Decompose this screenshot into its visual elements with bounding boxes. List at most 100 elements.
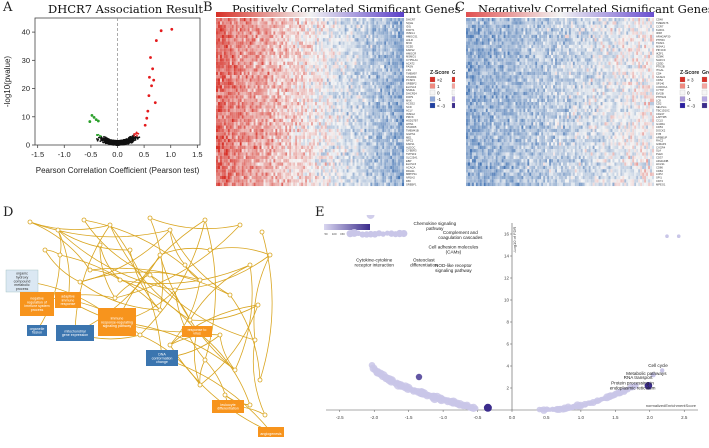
heatmap-cell [255, 31, 258, 35]
heatmap-cell [396, 122, 399, 126]
heatmap-cell [305, 152, 308, 156]
heatmap-cell [312, 95, 315, 99]
heatmap-cell [332, 34, 335, 39]
heatmap-cell [382, 138, 385, 143]
heatmap-cell [251, 115, 254, 119]
heatmap-cell [233, 75, 236, 79]
heatmap-cell [380, 105, 383, 109]
heatmap-cell [259, 54, 262, 59]
heatmap-cell [283, 122, 286, 126]
heatmap-cell [301, 128, 304, 133]
heatmap-cell [356, 41, 359, 45]
heatmap-cell [402, 112, 405, 116]
heatmap-cell [318, 54, 321, 59]
heatmap-cell [255, 108, 258, 113]
heatmap-cell [386, 78, 389, 82]
heatmap-cell [237, 81, 240, 86]
heatmap-cell [267, 18, 270, 22]
heatmap-cell [251, 28, 254, 32]
heatmap-cell [249, 28, 252, 32]
heatmap-cell [328, 51, 331, 56]
heatmap-cell [303, 38, 306, 42]
heatmap-cell [398, 48, 401, 52]
heatmap-cell [263, 24, 266, 29]
heatmap-cell [301, 155, 304, 160]
heatmap-cell [338, 71, 341, 76]
heatmap-cell [390, 88, 393, 92]
heatmap-cell [301, 24, 304, 29]
volcano-xtick-label: 0.0 [112, 150, 122, 159]
heatmap-cell [340, 28, 343, 32]
heatmap-cell [348, 65, 351, 69]
heatmap-cell [235, 48, 238, 52]
heatmap-cell [275, 81, 278, 86]
heatmap-cell [219, 81, 222, 86]
heatmap-cell [257, 149, 260, 153]
heatmap-cell [334, 34, 337, 39]
heatmap-cell [378, 125, 381, 129]
heatmap-cell [247, 128, 250, 133]
heatmap-cell [285, 108, 288, 113]
heatmap-cell [239, 61, 242, 66]
heatmap-cell [235, 115, 238, 119]
heatmap-cell [318, 132, 321, 136]
heatmap-cell [293, 31, 296, 35]
heatmap-cell [388, 61, 391, 66]
heatmap-cell [346, 91, 349, 96]
heatmap-cell [269, 91, 272, 96]
heatmap-cell [328, 68, 331, 72]
heatmap-cell [398, 145, 401, 150]
heatmap-cell [346, 61, 349, 66]
heatmap-cell [261, 118, 264, 123]
heatmap-cell [293, 68, 296, 72]
heatmap-cell [332, 142, 335, 146]
heatmap-cell [279, 132, 282, 136]
heatmap-cell [368, 88, 371, 92]
heatmap-cell [251, 149, 254, 153]
heatmap-cell [281, 152, 284, 156]
heatmap-cell [287, 125, 290, 129]
heatmap-cell [364, 145, 367, 150]
heatmap-cell [219, 68, 222, 72]
heatmap-cell [305, 31, 308, 35]
heatmap-cell [314, 78, 317, 82]
heatmap-cell [324, 21, 327, 25]
heatmap-cell [227, 105, 230, 109]
heatmap-cell [305, 135, 308, 140]
heatmap-cell [223, 118, 226, 123]
heatmap-cell [336, 28, 339, 32]
heatmap-cell [293, 102, 296, 106]
heatmap-cell [396, 138, 399, 143]
heatmap-cell [271, 21, 274, 25]
heatmap-cell [287, 155, 290, 160]
heatmap-cell [384, 135, 387, 140]
heatmap-cell [358, 38, 361, 42]
heatmap-cell [299, 58, 302, 62]
heatmap-cell [233, 115, 236, 119]
heatmap-cell [340, 135, 343, 140]
heatmap-cell [249, 135, 252, 140]
heatmap-cell [334, 108, 337, 113]
heatmap-cell [219, 48, 222, 52]
volcano-highlight-neg [88, 120, 92, 123]
heatmap-cell [400, 21, 403, 25]
heatmap-cell [392, 142, 395, 146]
heatmap-cell [307, 44, 310, 49]
heatmap-cell [394, 65, 397, 69]
heatmap-cell [231, 51, 234, 56]
heatmap-cell [227, 68, 230, 72]
heatmap-cell [269, 34, 272, 39]
volcano-highlight-pos [170, 27, 174, 31]
heatmap-cell [225, 91, 228, 96]
heatmap-cell [312, 135, 315, 140]
heatmap-cell [281, 98, 284, 103]
heatmap-cell [271, 75, 274, 79]
heatmap-cell [221, 88, 224, 92]
heatmap-cell [257, 152, 260, 156]
heatmap-cell [227, 102, 230, 106]
heatmap-cell [253, 18, 256, 22]
heatmap-cell [398, 149, 401, 153]
heatmap-cell [368, 152, 371, 156]
heatmap-cell [386, 118, 389, 123]
heatmap-cell [227, 108, 230, 113]
